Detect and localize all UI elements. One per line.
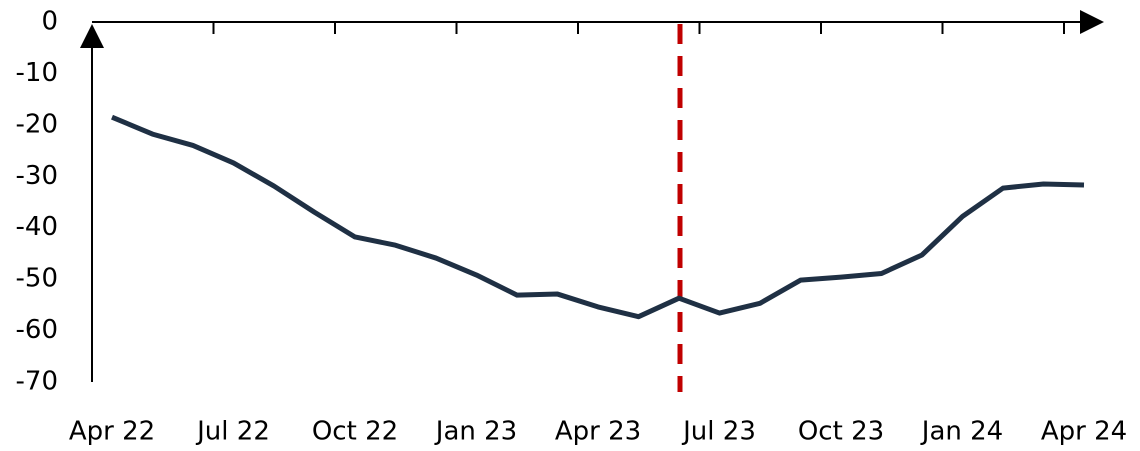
y-tick-label: -10: [16, 58, 58, 88]
x-tick-label: Jan 23: [434, 417, 517, 447]
x-tick-label: Apr 22: [69, 417, 155, 447]
x-tick-label: Jan 24: [920, 417, 1003, 447]
y-tick-label: -50: [16, 264, 58, 294]
y-tick-label: -70: [16, 367, 58, 397]
y-tick-label: -30: [16, 161, 58, 191]
y-tick-label: -20: [16, 109, 58, 139]
x-axis-arrow: [1080, 10, 1104, 34]
x-tick-label: Oct 23: [798, 417, 884, 447]
x-tick-label: Apr 24: [1041, 417, 1127, 447]
y-tick-label: -60: [16, 315, 58, 345]
y-axis-arrow: [80, 24, 104, 48]
x-tick-label: Jul 23: [681, 417, 756, 447]
x-tick-label: Apr 23: [555, 417, 641, 447]
y-tick-label: 0: [41, 7, 58, 37]
line-series: [111, 114, 1085, 320]
y-tick-label: -40: [16, 212, 58, 242]
x-tick-label: Oct 22: [312, 417, 398, 447]
x-tick-label: Jul 22: [195, 417, 270, 447]
